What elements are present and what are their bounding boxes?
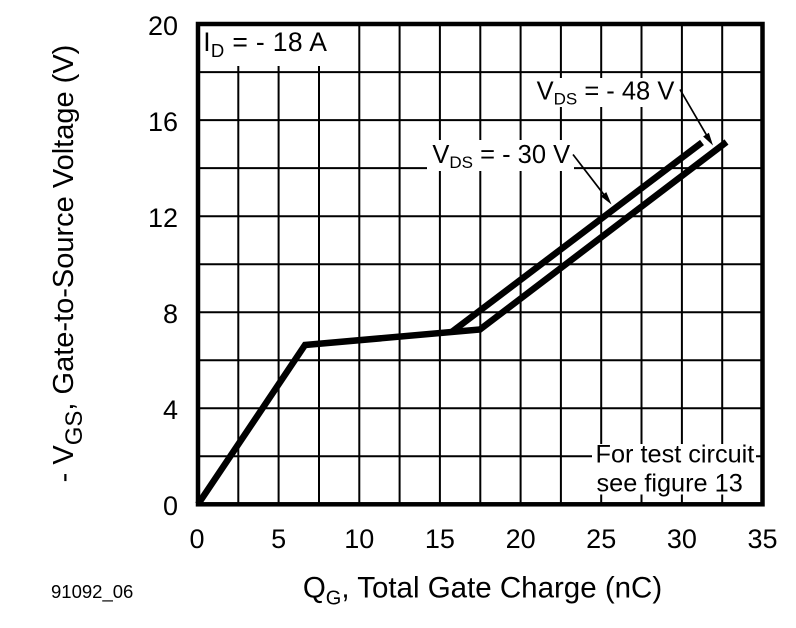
svg-text:8: 8 bbox=[163, 299, 178, 329]
svg-text:ID = - 18 A: ID = - 18 A bbox=[203, 27, 327, 61]
svg-text:5: 5 bbox=[271, 524, 286, 554]
svg-text:91092_06: 91092_06 bbox=[51, 581, 133, 603]
svg-text:VDS = - 48 V: VDS = - 48 V bbox=[537, 78, 675, 109]
svg-text:30: 30 bbox=[667, 524, 697, 554]
svg-text:35: 35 bbox=[747, 524, 777, 554]
svg-text:15: 15 bbox=[425, 524, 455, 554]
svg-text:For test circuit: For test circuit bbox=[596, 440, 755, 468]
svg-text:see figure 13: see figure 13 bbox=[597, 469, 743, 497]
svg-text:VDS = - 30 V: VDS = - 30 V bbox=[432, 141, 570, 172]
svg-text:4: 4 bbox=[163, 395, 178, 425]
svg-text:25: 25 bbox=[586, 524, 616, 554]
svg-text:QG, Total Gate Charge (nC): QG, Total Gate Charge (nC) bbox=[303, 571, 662, 609]
svg-text:0: 0 bbox=[189, 524, 204, 554]
svg-text:10: 10 bbox=[344, 524, 374, 554]
svg-text:16: 16 bbox=[148, 107, 178, 137]
svg-text:20: 20 bbox=[148, 11, 178, 41]
svg-text:12: 12 bbox=[148, 203, 178, 233]
svg-text:20: 20 bbox=[506, 524, 536, 554]
svg-text:0: 0 bbox=[163, 491, 178, 521]
